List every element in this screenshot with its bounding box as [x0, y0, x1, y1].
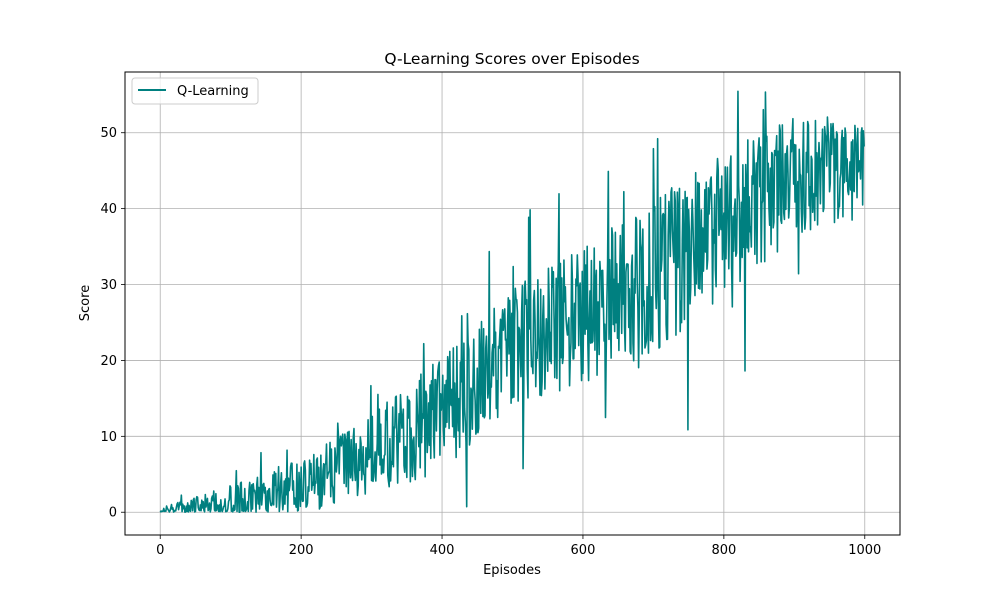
y-axis-label: Score [78, 285, 93, 321]
y-tick-label: 40 [100, 202, 117, 217]
legend: Q-Learning [131, 77, 259, 105]
x-axis-label: Episodes [483, 563, 541, 578]
x-axis: 0 200 400 600 800 1000 [156, 535, 881, 558]
series-line-q-learning [159, 90, 865, 513]
y-tick-label: 50 [100, 126, 117, 141]
y-tick-label: 10 [100, 430, 117, 445]
x-tick-label: 600 [571, 543, 596, 558]
x-tick-label: 1000 [848, 543, 881, 558]
x-tick-label: 200 [289, 543, 314, 558]
plot-frame [124, 71, 901, 536]
chart-title: Q-Learning Scores over Episodes [384, 50, 639, 68]
legend-label: Q-Learning [177, 84, 249, 99]
x-tick-label: 0 [156, 543, 164, 558]
x-tick-label: 800 [711, 543, 736, 558]
x-tick-label: 400 [430, 543, 455, 558]
y-tick-label: 30 [100, 278, 117, 293]
y-tick-label: 0 [109, 506, 117, 521]
y-tick-label: 20 [100, 354, 117, 369]
y-axis: 0 10 20 30 40 50 [100, 126, 125, 521]
series-layer [159, 90, 865, 513]
legend-box [131, 77, 259, 105]
